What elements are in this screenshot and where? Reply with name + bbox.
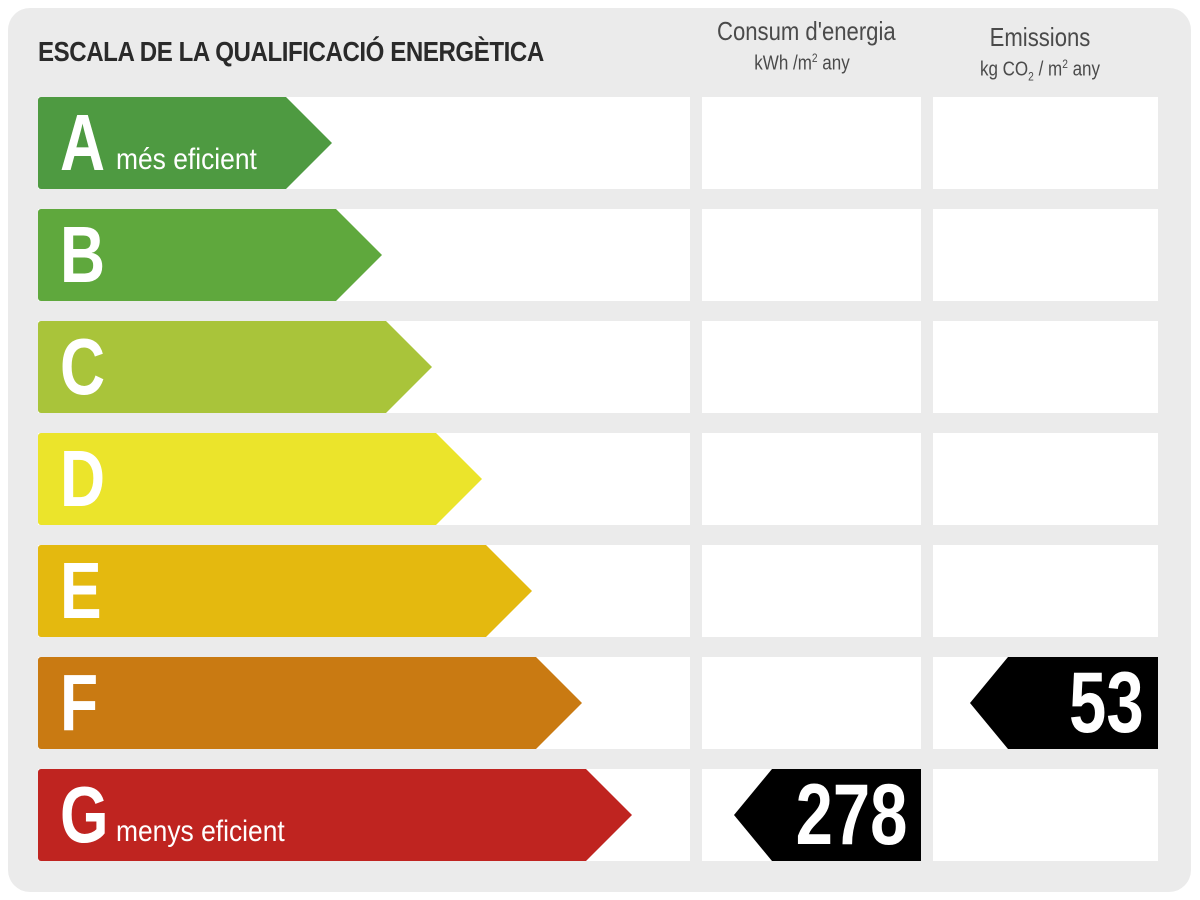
column-title-consum: Consum d'energia <box>717 16 896 46</box>
rating-letter-d: D <box>60 434 106 523</box>
rating-letter-c: C <box>60 322 106 411</box>
rating-row-e: E <box>38 545 1158 637</box>
rating-row-f: F 53 <box>38 657 1158 749</box>
column-header-consum: Consum d'energia kWh /m2 any <box>702 16 902 76</box>
consum-cell-b <box>702 209 921 301</box>
page-title: ESCALA DE LA QUALIFICACIÓ ENERGÈTICA <box>38 36 544 67</box>
consum-cell-e <box>702 545 921 637</box>
rating-letter-g: G <box>60 770 109 859</box>
rating-letter-f: F <box>60 658 99 747</box>
rating-sublabel-a: més eficient <box>116 143 257 176</box>
consum-cell-a <box>702 97 921 189</box>
consum-value-marker: 278 <box>734 769 921 861</box>
column-title-emissions: Emissions <box>989 22 1091 52</box>
rating-row-d: D <box>38 433 1158 525</box>
column-unit-consum: kWh /m2 any <box>754 51 850 75</box>
rating-bar-b: B <box>38 209 382 301</box>
rating-row-b: B <box>38 209 1158 301</box>
rating-sublabel-g: menys eficient <box>116 815 285 848</box>
rating-bar-d: D <box>38 433 482 525</box>
rating-row-c: C <box>38 321 1158 413</box>
emissions-cell-a <box>933 97 1158 189</box>
emissions-cell-d <box>933 433 1158 525</box>
consum-cell-d <box>702 433 921 525</box>
column-unit-emissions: kg CO2 / m2 any <box>979 57 1101 84</box>
rating-bar-f: F <box>38 657 582 749</box>
column-header-emissions: Emissions kg CO2 / m2 any <box>940 22 1140 84</box>
emissions-cell-c <box>933 321 1158 413</box>
emissions-cell-g <box>933 769 1158 861</box>
rating-letter-a: A <box>60 98 106 187</box>
consum-cell-f <box>702 657 921 749</box>
rating-bar-e: E <box>38 545 532 637</box>
emissions-value-label: 53 <box>1069 655 1144 751</box>
emissions-value-marker: 53 <box>970 657 1158 749</box>
rating-bar-c: C <box>38 321 432 413</box>
consum-value-label: 278 <box>795 767 907 863</box>
rating-letter-b: B <box>60 210 106 299</box>
consum-cell-c <box>702 321 921 413</box>
emissions-cell-b <box>933 209 1158 301</box>
emissions-cell-e <box>933 545 1158 637</box>
rating-letter-e: E <box>60 546 102 635</box>
